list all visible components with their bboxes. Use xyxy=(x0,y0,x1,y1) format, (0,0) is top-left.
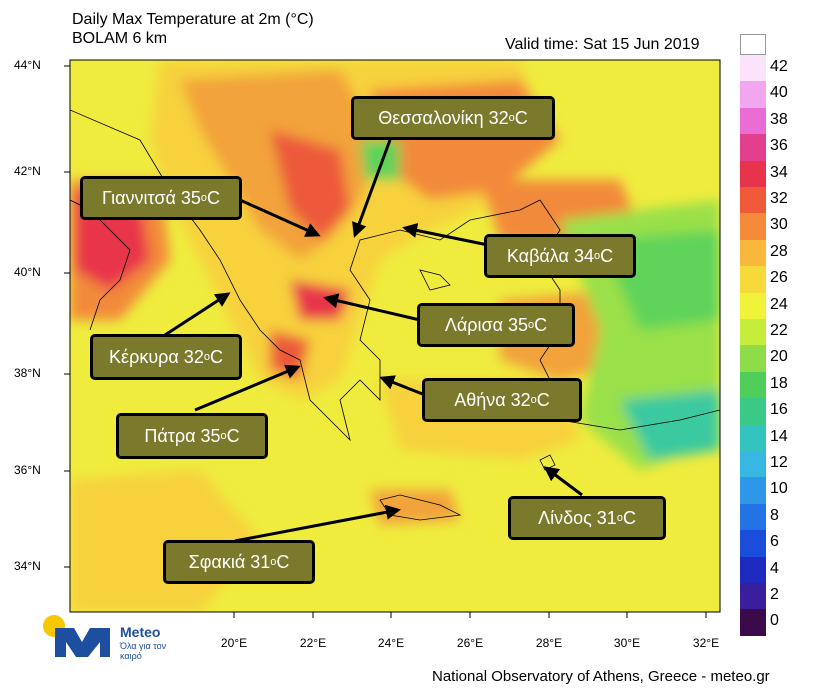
colorbar-label: 10 xyxy=(770,480,788,498)
label-patra: Πάτρα 35 o C xyxy=(116,413,268,459)
colorbar-swatch xyxy=(740,160,766,188)
title-line-2: BOLAM 6 km xyxy=(72,30,168,47)
footer-credit: National Observatory of Athens, Greece -… xyxy=(432,668,770,685)
colorbar-swatch xyxy=(740,503,766,531)
map-title: Daily Max Temperature at 2m (°C) BOLAM 6… xyxy=(72,10,314,48)
colorbar-label: 20 xyxy=(770,348,788,366)
colorbar-swatch xyxy=(740,292,766,320)
lat-label-44: 44°N xyxy=(14,58,41,72)
colorbar-swatch xyxy=(740,319,766,346)
colorbar-swatch xyxy=(740,556,766,584)
colorbar-swatch xyxy=(740,609,766,637)
colorbar-swatch xyxy=(740,583,766,610)
label-larisa: Λάρισα 35 o C xyxy=(417,303,575,347)
colorbar-swatch xyxy=(740,187,766,214)
label-giannitsa: Γιαννιτσά 35 o C xyxy=(80,176,242,220)
colorbar-swatch xyxy=(740,451,766,478)
colorbar-label: 22 xyxy=(770,322,788,339)
colorbar-swatch xyxy=(740,371,766,399)
colorbar-swatch xyxy=(740,530,766,558)
colorbar-label: 4 xyxy=(770,559,779,577)
colorbar-label: 32 xyxy=(770,190,788,207)
label-kerkyra: Κέρκυρα 32 o C xyxy=(90,334,242,380)
colorbar-label: 18 xyxy=(770,374,788,392)
lat-label-34: 34°N xyxy=(14,559,41,573)
lat-label-38: 38°N xyxy=(14,366,41,380)
label-thessaloniki: Θεσσαλονίκη 32 o C xyxy=(351,96,555,140)
colorbar-label: 24 xyxy=(770,295,788,313)
lon-label-28: 28°E xyxy=(535,636,563,650)
colorbar-label: 8 xyxy=(770,506,779,524)
colorbar-swatch xyxy=(740,477,766,505)
plot-frame xyxy=(69,59,721,613)
colorbar-swatch xyxy=(740,239,766,267)
colorbar-label: 16 xyxy=(770,401,788,419)
colorbar-label: 38 xyxy=(770,110,788,128)
lon-label-32: 32°E xyxy=(692,636,720,650)
lon-label-20: 20°E xyxy=(220,636,248,650)
colorbar-swatch xyxy=(740,81,766,109)
meteo-logo-mark xyxy=(43,615,110,657)
axis-ticks xyxy=(64,65,707,618)
logo-tagline: Όλα για τον καιρό xyxy=(120,641,167,661)
label-kavala: Καβάλα 34 o C xyxy=(484,234,636,278)
logo-name: Meteo xyxy=(120,624,161,640)
callout-arrows xyxy=(164,139,583,543)
colorbar-swatch xyxy=(740,398,766,426)
colorbar-cap xyxy=(740,34,766,55)
colorbar-label: 14 xyxy=(770,427,788,445)
lat-label-36: 36°N xyxy=(14,463,41,477)
colorbar-label: 12 xyxy=(770,454,788,471)
label-athina: Αθήνα 32 o C xyxy=(422,378,582,422)
colorbar-label: 36 xyxy=(770,137,788,155)
colorbar-label: 28 xyxy=(770,242,788,260)
colorbar-swatch xyxy=(740,424,766,452)
colorbar-swatch xyxy=(740,107,766,135)
title-line-1: Daily Max Temperature at 2m (°C) xyxy=(72,11,314,28)
lat-label-42: 42°N xyxy=(14,164,41,178)
label-lindos: Λίνδος 31 o C xyxy=(508,496,666,540)
colorbar-swatch xyxy=(740,345,766,373)
valid-time: Valid time: Sat 15 Jun 2019 xyxy=(505,36,700,53)
colorbar-label: 30 xyxy=(770,216,788,234)
lon-label-26: 26°E xyxy=(456,636,484,650)
lon-label-22: 22°E xyxy=(299,636,327,650)
colorbar-label: 2 xyxy=(770,586,779,603)
colorbar-label: 34 xyxy=(770,163,788,181)
label-sfakia: Σφακιά 31 o C xyxy=(163,540,315,584)
colorbar-label: 26 xyxy=(770,269,788,287)
lon-label-30: 30°E xyxy=(613,636,641,650)
lon-label-24: 24°E xyxy=(377,636,405,650)
colorbar-swatch xyxy=(740,134,766,162)
colorbar-label: 42 xyxy=(770,58,788,75)
colorbar-label: 0 xyxy=(770,612,779,630)
colorbar-swatch xyxy=(740,55,766,82)
colorbar-swatch xyxy=(740,213,766,241)
lat-label-40: 40°N xyxy=(14,265,41,279)
colorbar-swatch xyxy=(740,266,766,294)
colorbar-label: 6 xyxy=(770,533,779,551)
colorbar-label: 40 xyxy=(770,84,788,102)
